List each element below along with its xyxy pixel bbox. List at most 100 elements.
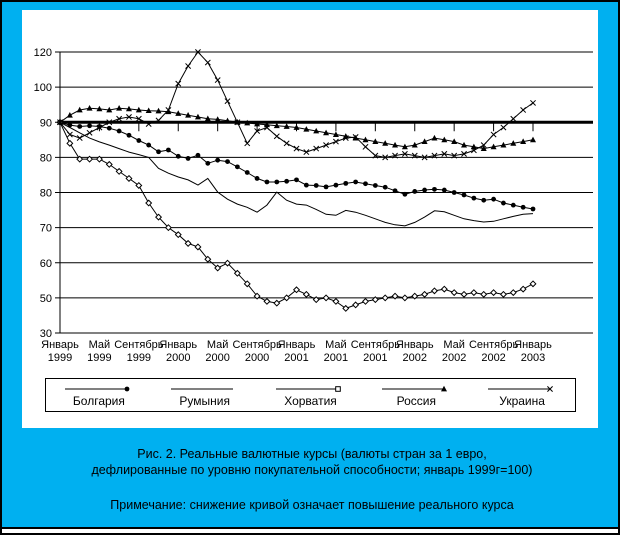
- filled-triangle-marker: [461, 141, 468, 148]
- legend-item-Хорватия: Хорватия: [258, 379, 364, 411]
- open-diamond-marker: [125, 174, 133, 182]
- open-diamond-marker: [352, 301, 360, 309]
- x-cross-marker: [116, 115, 123, 122]
- x-cross-marker: [530, 99, 536, 106]
- filled-circle-marker: [185, 156, 191, 161]
- filled-triangle-marker: [145, 107, 152, 114]
- x-cross-marker: [185, 63, 192, 70]
- filled-circle-marker: [156, 149, 161, 155]
- x-cross-marker: [342, 135, 349, 142]
- figure-note: Примечание: снижение кривой означает пов…: [110, 498, 514, 512]
- x-cross-marker: [106, 119, 113, 126]
- x-cross-marker: [520, 107, 527, 113]
- series-Болгария: [57, 119, 536, 212]
- open-diamond-marker: [184, 239, 192, 247]
- filled-triangle-marker: [421, 138, 428, 144]
- open-diamond-marker: [145, 199, 153, 207]
- open-diamond-marker: [430, 287, 438, 295]
- legend-sample: [276, 385, 342, 392]
- x-cross-marker: [480, 142, 487, 149]
- x-axis-label-year: 2001: [363, 352, 387, 364]
- open-diamond-marker: [381, 294, 389, 302]
- filled-triangle-marker: [451, 138, 458, 144]
- filled-triangle-marker: [135, 106, 142, 113]
- filled-triangle-marker: [303, 126, 310, 132]
- x-cross-marker: [76, 135, 83, 142]
- filled-triangle-marker: [480, 145, 487, 151]
- x-cross-marker: [547, 385, 554, 392]
- x-axis-label-month: Май: [443, 339, 465, 351]
- series-line: [59, 122, 534, 309]
- filled-circle-marker: [520, 204, 526, 210]
- legend-label: Румыния: [179, 393, 230, 408]
- x-axis-label-month: Сентябрь: [351, 339, 401, 351]
- filled-triangle-marker: [332, 131, 339, 137]
- open-diamond-marker: [391, 292, 399, 300]
- filled-triangle-marker: [382, 140, 389, 146]
- open-diamond-marker: [342, 304, 350, 312]
- x-axis-label-year: 1999: [87, 352, 111, 364]
- x-cross-marker: [195, 49, 201, 55]
- x-cross-marker: [362, 143, 369, 150]
- legend-sample: [382, 385, 448, 391]
- x-cross-marker: [165, 107, 172, 113]
- x-cross-marker: [392, 152, 398, 159]
- legend-box: Болгария Румыния Хорватия Россия Украина: [45, 378, 576, 412]
- filled-circle-marker: [402, 191, 408, 197]
- x-cross-marker: [214, 77, 221, 84]
- x-cross-marker: [234, 119, 241, 126]
- filled-circle-marker: [146, 142, 152, 148]
- open-diamond-marker: [302, 290, 310, 298]
- open-diamond-marker: [292, 286, 301, 294]
- x-axis-label-year: 1999: [48, 352, 72, 364]
- filled-circle-marker: [116, 128, 122, 134]
- x-cross-marker: [313, 145, 320, 152]
- legend-label: Украина: [499, 393, 545, 408]
- open-diamond-marker: [312, 296, 320, 304]
- x-axis-label-month: Январь: [41, 339, 79, 351]
- x-cross-marker: [254, 128, 261, 134]
- open-diamond-marker: [273, 299, 281, 307]
- legend-sample: [488, 385, 554, 392]
- caption-line-1: Рис. 2. Реальные валютные курсы (валюты …: [137, 447, 487, 461]
- filled-circle-marker: [422, 187, 428, 193]
- series-Россия: [57, 105, 536, 151]
- filled-triangle-marker: [441, 136, 448, 143]
- open-diamond-marker: [253, 292, 261, 300]
- bottom-strip: [2, 527, 618, 533]
- filled-circle-marker: [67, 122, 73, 128]
- open-diamond-marker: [401, 294, 409, 302]
- chart-panel: 120 100 90 80 80 70 60 50 30 Январь 1999 Май 1999 Сен…: [22, 10, 598, 428]
- x-axis-label-month: Сентябрь: [114, 339, 164, 351]
- filled-triangle-marker: [431, 134, 438, 141]
- open-diamond-marker: [450, 289, 458, 297]
- open-diamond-marker: [115, 167, 123, 175]
- y-axis-label: 120: [34, 47, 52, 59]
- x-axis-label-year: 2000: [166, 352, 190, 364]
- filled-triangle-marker: [392, 141, 399, 148]
- x-axis-label-year: 2001: [324, 352, 348, 364]
- x-axis-label-month: Май: [89, 339, 111, 351]
- filled-circle-marker: [441, 187, 447, 193]
- filled-triangle-marker: [76, 106, 83, 113]
- x-cross-marker: [431, 152, 438, 159]
- filled-circle-marker: [382, 184, 388, 190]
- y-axis-label: 60: [40, 258, 52, 270]
- series-Украина: [57, 49, 536, 161]
- filled-circle-marker: [510, 202, 516, 208]
- filled-triangle-marker: [510, 140, 517, 146]
- x-cross-marker: [175, 80, 182, 87]
- filled-circle-marker: [392, 188, 398, 194]
- x-cross-marker: [421, 154, 428, 161]
- open-diamond-marker: [411, 292, 419, 300]
- filled-circle-marker: [412, 189, 418, 194]
- filled-circle-marker: [294, 177, 299, 183]
- series-Румыния: [59, 121, 534, 227]
- filled-circle-marker: [87, 123, 92, 129]
- x-cross-marker: [451, 152, 458, 159]
- legend-item-Румыния: Румыния: [152, 379, 258, 411]
- filled-circle-marker: [333, 182, 339, 188]
- x-cross-marker: [323, 142, 330, 149]
- x-cross-marker: [470, 147, 477, 154]
- x-cross-marker: [224, 98, 231, 105]
